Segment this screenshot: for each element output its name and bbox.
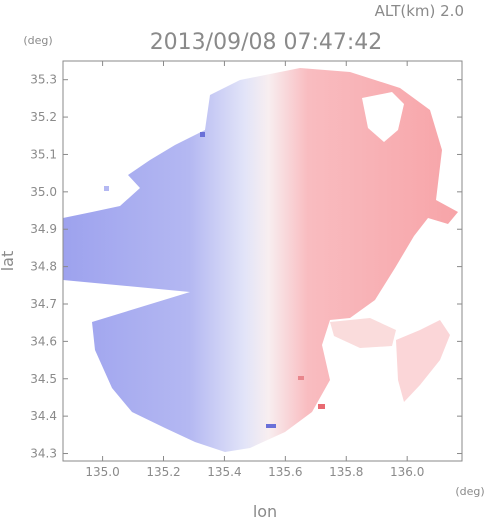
y-tick-label: 34.8 xyxy=(30,260,57,274)
y-tick-label: 35.1 xyxy=(30,147,57,161)
x-tick-label: 135.0 xyxy=(85,465,119,479)
y-tick-label: 35.2 xyxy=(30,110,57,124)
x-tick-label: 135.4 xyxy=(207,465,241,479)
x-tick-label: 135.6 xyxy=(268,465,302,479)
radar-coverage xyxy=(63,68,458,452)
clutter-spot xyxy=(266,424,276,428)
y-tick-label: 34.7 xyxy=(30,297,57,311)
y-tick-label: 34.9 xyxy=(30,222,57,236)
east-echo-upper xyxy=(330,318,396,348)
data-gap xyxy=(362,92,404,142)
x-tick-label: 135.2 xyxy=(146,465,180,479)
x-axis-label: lon xyxy=(253,502,277,521)
y-axis-ticks: 34.3 34.4 34.5 34.6 34.7 34.8 34.9 35.0 35.1 35.2… xyxy=(30,73,462,461)
y-tick-label: 34.6 xyxy=(30,334,57,348)
y-tick-label: 35.0 xyxy=(30,185,57,199)
altitude-label: ALT(km) 2.0 xyxy=(375,2,464,20)
x-tick-label: 135.8 xyxy=(329,465,363,479)
clutter-spot xyxy=(298,376,304,380)
y-tick-label: 34.5 xyxy=(30,372,57,386)
x-axis-ticks: 135.0 135.2 135.4 135.6 135.8 136.0 xyxy=(85,61,424,479)
clutter-spot xyxy=(318,404,325,409)
east-echo xyxy=(396,320,450,402)
y-axis-label: lat xyxy=(0,251,17,272)
x-unit-label: (deg) xyxy=(455,485,484,498)
velocity-field xyxy=(63,68,458,452)
plot-frame xyxy=(62,60,463,462)
clutter-spot xyxy=(200,132,205,137)
y-tick-label: 34.4 xyxy=(30,409,57,423)
chart-title: 2013/09/08 07:47:42 xyxy=(150,30,383,55)
clutter-spot xyxy=(104,186,109,191)
y-tick-label: 35.3 xyxy=(30,73,57,87)
y-tick-label: 34.3 xyxy=(30,447,57,461)
x-tick-label: 136.0 xyxy=(390,465,424,479)
y-unit-label: (deg) xyxy=(23,34,52,47)
